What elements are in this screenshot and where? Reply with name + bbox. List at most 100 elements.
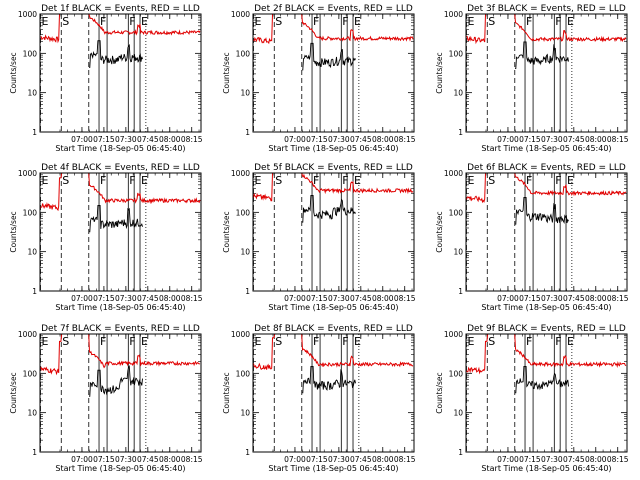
interval-marker-label: E (467, 15, 474, 28)
plot-frame (465, 172, 628, 292)
x-tick-label: 07:00 (497, 294, 519, 303)
x-tick-label: 07:30 (541, 135, 563, 144)
x-tick-label: 07:00 (497, 135, 519, 144)
x-tick-label: 08:15 (607, 294, 629, 303)
x-tick-label: 07:00 (71, 455, 93, 464)
x-tick-label: 07:30 (115, 135, 137, 144)
events-trace (302, 42, 356, 71)
y-axis-label: Counts/sec (435, 211, 444, 252)
interval-marker-label: S (62, 15, 69, 28)
interval-marker-label: F (100, 15, 106, 28)
interval-marker-label: F (313, 335, 319, 348)
x-tick-label: 07:00 (284, 135, 306, 144)
y-axis-label: Counts/sec (9, 211, 18, 252)
interval-marker-label: S (488, 335, 495, 348)
interval-marker-label: E (567, 335, 574, 348)
y-tick-label: 1000 (18, 10, 37, 19)
x-tick-label: 07:30 (541, 455, 563, 464)
events-trace (515, 196, 569, 225)
x-axis-label: Start Time (18-Sep-05 06:45:40) (55, 144, 185, 153)
y-tick-label: 1 (32, 448, 37, 457)
x-tick-label: 08:00 (159, 455, 181, 464)
x-tick-label: 08:15 (607, 455, 629, 464)
interval-marker-label: E (467, 174, 474, 187)
x-axis-label: Start Time (18-Sep-05 06:45:40) (481, 303, 611, 312)
y-tick-label: 1000 (231, 330, 250, 339)
y-tick-label: 1000 (444, 169, 463, 178)
interval-marker-label: E (467, 335, 474, 348)
y-tick-label: 1000 (18, 169, 37, 178)
y-tick-label: 1000 (444, 330, 463, 339)
panel-det-2: Det 2f BLACK = Events, RED = LLD 1 10 100 10… (222, 4, 416, 153)
panel-det-5: Det 5f BLACK = Events, RED = LLD 1 10 100 10… (222, 163, 416, 312)
y-tick-label: 100 (23, 208, 38, 217)
y-axis-label: Counts/sec (222, 211, 231, 252)
events-trace (89, 204, 143, 233)
events-trace (302, 365, 356, 394)
y-tick-label: 1 (32, 128, 37, 137)
x-axis-label: Start Time (18-Sep-05 06:45:40) (55, 303, 185, 312)
y-tick-label: 100 (449, 208, 464, 217)
y-tick-label: 100 (236, 208, 251, 217)
interval-marker-label: F (129, 335, 135, 348)
interval-marker-label: S (275, 335, 282, 348)
y-tick-label: 10 (240, 248, 250, 257)
y-tick-label: 1 (32, 287, 37, 296)
plot-frame (39, 172, 202, 292)
interval-marker-label: S (488, 15, 495, 28)
plot-frame (465, 13, 628, 133)
x-tick-label: 08:00 (159, 135, 181, 144)
panel-title: Det 2f BLACK = Events, RED = LLD (254, 4, 413, 14)
x-tick-label: 07:45 (350, 455, 372, 464)
panel-title: Det 7f BLACK = Events, RED = LLD (41, 324, 200, 334)
x-tick-label: 07:15 (306, 294, 328, 303)
panel-title: Det 5f BLACK = Events, RED = LLD (254, 163, 413, 173)
interval-marker-label: F (129, 174, 135, 187)
panel-det-1: Det 1f BLACK = Events, RED = LLD 1 10 100 10… (9, 4, 203, 153)
x-tick-label: 08:15 (394, 455, 416, 464)
y-tick-label: 100 (449, 369, 464, 378)
x-tick-label: 08:15 (181, 455, 203, 464)
plot-frame (465, 333, 628, 453)
interval-marker-label: S (275, 15, 282, 28)
x-tick-label: 07:45 (563, 135, 585, 144)
y-tick-label: 1000 (444, 10, 463, 19)
panel-title: Det 4f BLACK = Events, RED = LLD (41, 163, 200, 173)
panel-det-4: Det 4f BLACK = Events, RED = LLD 1 10 100 10… (9, 163, 203, 312)
plot-frame (39, 13, 202, 133)
interval-marker-label: F (342, 15, 348, 28)
y-tick-label: 10 (453, 248, 463, 257)
x-tick-label: 08:15 (181, 135, 203, 144)
events-trace (302, 194, 356, 223)
y-tick-label: 10 (27, 409, 37, 418)
x-tick-label: 08:00 (159, 294, 181, 303)
x-tick-label: 07:45 (350, 294, 372, 303)
plot-frame (39, 333, 202, 453)
y-tick-label: 10 (453, 409, 463, 418)
y-axis-label: Counts/sec (9, 372, 18, 413)
x-tick-label: 07:00 (284, 294, 306, 303)
y-tick-label: 10 (27, 248, 37, 257)
y-tick-label: 10 (240, 409, 250, 418)
x-tick-label: 07:45 (350, 135, 372, 144)
x-tick-label: 07:30 (541, 294, 563, 303)
interval-marker-label: F (313, 174, 319, 187)
x-axis-label: Start Time (18-Sep-05 06:45:40) (268, 144, 398, 153)
interval-marker-label: F (526, 335, 532, 348)
x-tick-label: 08:15 (181, 294, 203, 303)
interval-marker-label: E (41, 174, 48, 187)
interval-marker-label: E (354, 15, 361, 28)
panel-det-6: Det 6f BLACK = Events, RED = LLD 1 10 100 10… (435, 163, 629, 312)
interval-marker-label: E (141, 174, 148, 187)
panel-det-9: Det 9f BLACK = Events, RED = LLD 1 10 100 10… (435, 324, 629, 473)
y-tick-label: 1000 (18, 330, 37, 339)
x-axis-label: Start Time (18-Sep-05 06:45:40) (268, 303, 398, 312)
x-tick-label: 07:15 (306, 455, 328, 464)
interval-marker-label: E (41, 15, 48, 28)
interval-marker-label: F (342, 335, 348, 348)
panel-det-7: Det 7f BLACK = Events, RED = LLD 1 10 100 10… (9, 324, 203, 473)
interval-marker-label: F (129, 15, 135, 28)
x-tick-label: 07:45 (563, 294, 585, 303)
interval-marker-label: F (526, 174, 532, 187)
